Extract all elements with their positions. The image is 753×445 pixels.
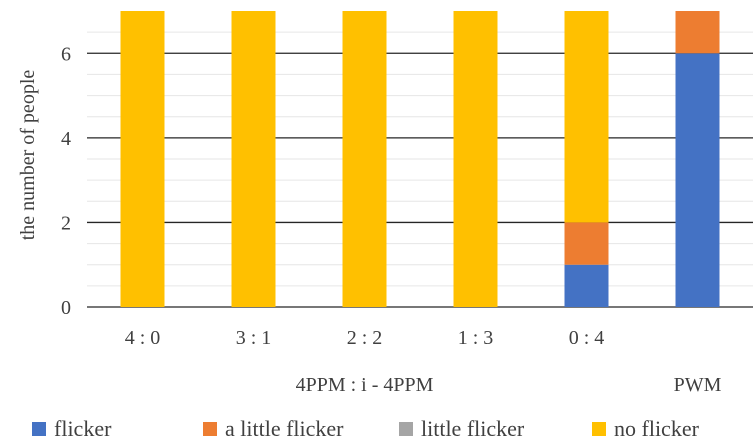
legend-swatch	[32, 422, 46, 436]
legend-swatch	[592, 422, 606, 436]
legend-label: flicker	[54, 416, 112, 441]
x-tick-labels: 4 : 0 3 : 1 2 : 2 1 : 3 0 : 4	[125, 327, 605, 349]
legend-swatch	[203, 422, 217, 436]
gridlines	[87, 31, 753, 308]
y-axis-title: the number of people	[17, 70, 39, 241]
x-tick-label: 0 : 4	[569, 327, 605, 349]
bar-segment-flicker	[564, 264, 609, 307]
bars	[120, 11, 720, 308]
legend-swatch	[399, 422, 413, 436]
bar-segment-no-flicker	[231, 11, 276, 307]
bar-segment-no-flicker	[453, 11, 498, 307]
group-label: PWM	[674, 374, 722, 396]
bar-segment-no-flicker	[342, 11, 387, 307]
y-tick-label: 6	[61, 43, 71, 65]
group-label: 4PPM : i - 4PPM	[296, 374, 434, 396]
bar-segment-flicker	[675, 53, 720, 308]
y-tick-labels: 0 2 4 6	[61, 43, 71, 319]
x-tick-label: 4 : 0	[125, 327, 161, 349]
y-tick-label: 2	[61, 212, 71, 234]
bar-segment-a-little-flicker	[564, 222, 609, 265]
bar-segment-no-flicker	[120, 11, 165, 307]
bar-segment-no-flicker	[564, 11, 609, 223]
x-tick-label: 1 : 3	[458, 327, 494, 349]
legend-label: little flicker	[421, 416, 525, 441]
x-tick-label: 3 : 1	[236, 327, 272, 349]
y-tick-label: 0	[61, 297, 71, 319]
category-group-labels: 4PPM : i - 4PPM PWM	[296, 374, 722, 396]
y-tick-label: 4	[61, 128, 71, 150]
bar-segment-a-little-flicker	[675, 11, 720, 54]
legend-label: a little flicker	[225, 416, 344, 441]
x-tick-label: 2 : 2	[347, 327, 383, 349]
legend: flicker a little flicker little flicker no …	[32, 416, 700, 441]
legend-label: no flicker	[614, 416, 700, 441]
